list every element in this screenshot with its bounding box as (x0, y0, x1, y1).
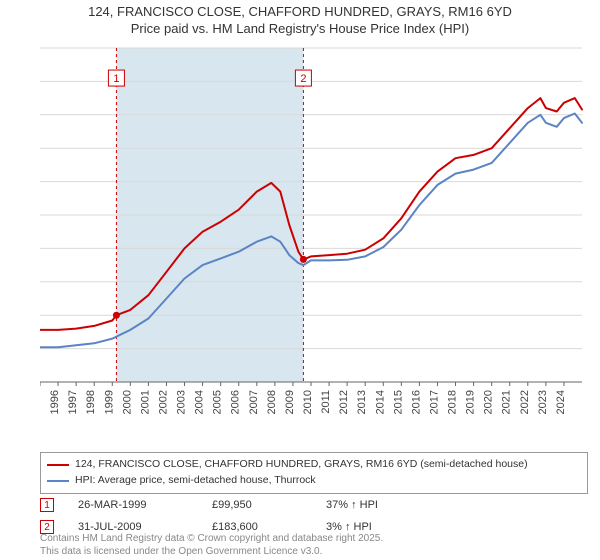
svg-text:2015: 2015 (392, 390, 404, 414)
svg-text:2022: 2022 (519, 390, 531, 414)
legend-swatch (47, 464, 69, 466)
svg-text:2016: 2016 (410, 390, 422, 414)
svg-text:2023: 2023 (537, 390, 549, 414)
svg-text:1998: 1998 (85, 390, 97, 414)
sale-marker: 1 (40, 498, 54, 512)
svg-text:2011: 2011 (320, 390, 332, 414)
legend-item: HPI: Average price, semi-detached house,… (47, 473, 581, 489)
sale-date: 31-JUL-2009 (78, 521, 188, 533)
legend-swatch (47, 480, 69, 482)
sale-price: £99,950 (212, 499, 302, 511)
svg-text:2017: 2017 (428, 390, 440, 414)
sale-marker: 2 (40, 520, 54, 534)
sale-events: 1 26-MAR-1999 £99,950 37% ↑ HPI 2 31-JUL-2009… (40, 494, 588, 538)
svg-text:2013: 2013 (356, 390, 368, 414)
svg-text:2006: 2006 (230, 390, 242, 414)
svg-text:2003: 2003 (176, 390, 188, 414)
line-chart: £0£50K£100K£150K£200K£250K£300K£350K£400… (40, 44, 588, 424)
svg-text:2010: 2010 (302, 390, 314, 414)
svg-text:2009: 2009 (284, 390, 296, 414)
svg-text:2001: 2001 (139, 390, 151, 414)
svg-text:2018: 2018 (447, 390, 459, 414)
svg-text:2014: 2014 (374, 390, 386, 414)
sale-date: 26-MAR-1999 (78, 499, 188, 511)
svg-text:1: 1 (113, 73, 119, 85)
svg-text:1999: 1999 (103, 390, 115, 414)
svg-text:2019: 2019 (465, 390, 477, 414)
sale-hpi: 37% ↑ HPI (326, 499, 588, 511)
legend-label: HPI: Average price, semi-detached house,… (75, 473, 316, 489)
title-line-1: 124, FRANCISCO CLOSE, CHAFFORD HUNDRED, … (0, 4, 600, 21)
svg-text:2: 2 (300, 73, 306, 85)
svg-text:1997: 1997 (67, 390, 79, 414)
svg-text:2020: 2020 (483, 390, 495, 414)
svg-text:2024: 2024 (555, 390, 567, 414)
legend-item: 124, FRANCISCO CLOSE, CHAFFORD HUNDRED, … (47, 457, 581, 473)
sale-price: £183,600 (212, 521, 302, 533)
chart-title: 124, FRANCISCO CLOSE, CHAFFORD HUNDRED, … (0, 0, 600, 38)
legend-label: 124, FRANCISCO CLOSE, CHAFFORD HUNDRED, … (75, 457, 528, 473)
attribution: Contains HM Land Registry data © Crown c… (40, 533, 383, 558)
attribution-line-2: This data is licensed under the Open Gov… (40, 546, 383, 559)
svg-text:2005: 2005 (212, 390, 224, 414)
svg-text:1995: 1995 (40, 390, 43, 414)
svg-text:2002: 2002 (157, 390, 169, 414)
sale-hpi: 3% ↑ HPI (326, 521, 588, 533)
legend: 124, FRANCISCO CLOSE, CHAFFORD HUNDRED, … (40, 452, 588, 494)
chart-svg: £0£50K£100K£150K£200K£250K£300K£350K£400… (40, 44, 588, 424)
svg-text:1996: 1996 (49, 390, 61, 414)
svg-text:2021: 2021 (501, 390, 513, 414)
svg-text:2012: 2012 (338, 390, 350, 414)
svg-text:2000: 2000 (121, 390, 133, 414)
attribution-line-1: Contains HM Land Registry data © Crown c… (40, 533, 383, 546)
svg-text:2007: 2007 (248, 390, 260, 414)
sale-row: 1 26-MAR-1999 £99,950 37% ↑ HPI (40, 494, 588, 516)
svg-text:2004: 2004 (194, 390, 206, 414)
svg-text:2008: 2008 (266, 390, 278, 414)
title-line-2: Price paid vs. HM Land Registry's House … (0, 21, 600, 38)
